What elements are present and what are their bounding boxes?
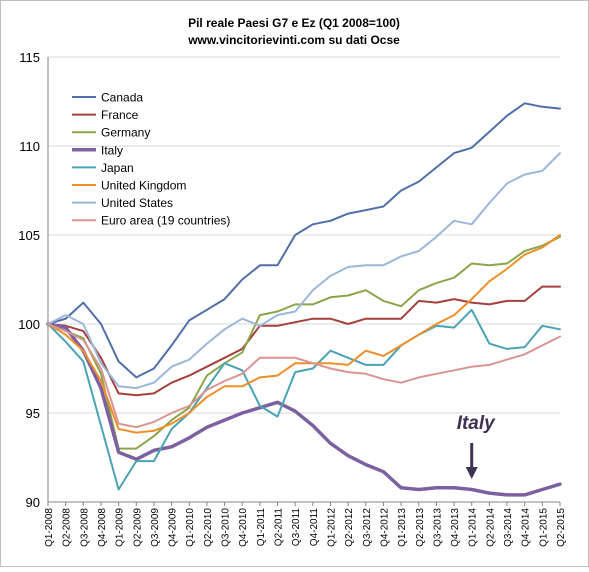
series-line-japan xyxy=(47,308,561,491)
x-tick-label: Q2-2010 xyxy=(203,508,214,547)
legend-label: Italy xyxy=(101,143,123,157)
x-tick-label: Q4-2012 xyxy=(379,508,390,547)
x-tick-label: Q4-2011 xyxy=(309,508,320,547)
x-tick-label: Q2-2015 xyxy=(556,508,567,547)
x-tick-label: Q3-2010 xyxy=(221,508,232,547)
legend: Canada France Germany Italy Japan United King… xyxy=(72,91,230,228)
legend-item: France xyxy=(72,108,139,122)
x-tick-label: Q1-2011 xyxy=(256,508,267,547)
x-tick-label: Q1-2009 xyxy=(115,508,126,547)
italy-annotation: Italy xyxy=(457,413,496,479)
x-tick-label: Q4-2013 xyxy=(450,508,461,547)
x-tick-label: Q4-2009 xyxy=(168,508,179,547)
x-tick-label: Q1-2008 xyxy=(44,508,55,547)
y-tick-label: 90 xyxy=(26,495,40,510)
annotation-label: Italy xyxy=(457,413,496,434)
x-tick-label: Q3-2012 xyxy=(362,508,373,547)
series-group xyxy=(46,102,562,497)
x-tick-label: Q3-2014 xyxy=(503,508,514,547)
x-tick-label: Q3-2008 xyxy=(79,508,90,547)
legend-item: Germany xyxy=(72,126,150,140)
y-tick-label: 95 xyxy=(26,406,40,421)
y-axis: 90 95 100 105 110 115 xyxy=(18,50,49,510)
series-line-germany xyxy=(47,235,561,450)
x-tick-label: Q2-2009 xyxy=(132,508,143,547)
chart-subtitle: www.vincitorievinti.com su dati Ocse xyxy=(187,33,400,47)
legend-item: Japan xyxy=(72,161,134,175)
x-axis: Q1-2008 Q2-2008 Q3-2008 Q4-2008 Q1-2009 Q2-20… xyxy=(44,501,567,547)
x-tick-label: Q3-2011 xyxy=(291,508,302,547)
x-tick-label: Q2-2013 xyxy=(415,508,426,547)
x-tick-label: Q4-2014 xyxy=(521,508,532,547)
arrow-down-icon xyxy=(465,467,478,479)
y-tick-label: 110 xyxy=(19,139,40,154)
series-line-italy xyxy=(46,322,562,497)
legend-item: United Kingdom xyxy=(72,179,186,193)
x-tick-label: Q1-2012 xyxy=(326,508,337,547)
y-tick-label: 100 xyxy=(18,317,40,332)
y-tick-label: 105 xyxy=(18,228,40,243)
x-tick-label: Q3-2009 xyxy=(150,508,161,547)
x-tick-label: Q1-2013 xyxy=(397,508,408,547)
x-tick-label: Q3-2013 xyxy=(432,508,443,547)
legend-item: Canada xyxy=(72,91,143,105)
legend-label: Germany xyxy=(101,126,150,140)
series-line-france xyxy=(47,285,561,397)
legend-item: United States xyxy=(72,196,173,210)
legend-label: Euro area (19 countries) xyxy=(101,214,230,228)
legend-label: United States xyxy=(101,196,173,210)
legend-item: Italy xyxy=(72,143,123,157)
series-line-united-kingdom xyxy=(47,234,561,434)
x-tick-label: Q1-2010 xyxy=(185,508,196,547)
legend-label: Japan xyxy=(101,161,134,175)
x-tick-label: Q2-2014 xyxy=(485,508,496,547)
series-line-euro-area-19-countries xyxy=(47,323,561,429)
chart-title: Pil reale Paesi G7 e Ez (Q1 2008=100) xyxy=(188,16,400,30)
y-tick-label: 115 xyxy=(19,50,40,65)
series-line-canada xyxy=(47,102,561,379)
x-tick-label: Q4-2008 xyxy=(97,508,108,547)
legend-item: Euro area (19 countries) xyxy=(72,214,230,228)
x-tick-label: Q2-2008 xyxy=(62,508,73,547)
legend-label: United Kingdom xyxy=(101,179,186,193)
series-line-united-states xyxy=(47,152,561,390)
x-tick-label: Q2-2011 xyxy=(274,508,285,547)
x-tick-label: Q1-2014 xyxy=(468,508,479,547)
x-tick-label: Q4-2010 xyxy=(238,508,249,547)
legend-label: France xyxy=(101,108,139,122)
legend-label: Canada xyxy=(101,91,143,105)
x-tick-label: Q1-2015 xyxy=(538,508,549,547)
x-tick-label: Q2-2012 xyxy=(344,508,355,547)
